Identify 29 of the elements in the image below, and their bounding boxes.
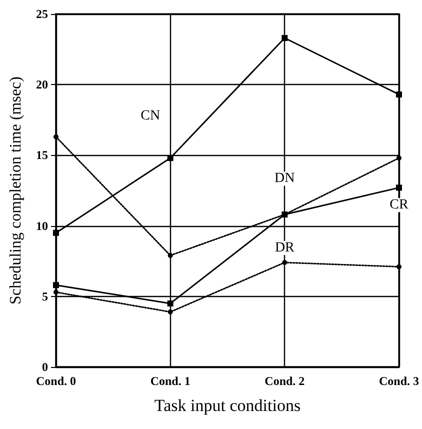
- series-label: DN: [274, 171, 295, 186]
- series-label: DR: [274, 240, 296, 256]
- point: [168, 252, 173, 258]
- point: [282, 35, 288, 42]
- x-tick-label: Cond. 3: [378, 374, 419, 388]
- point: [396, 184, 402, 191]
- point: [53, 282, 59, 288]
- point: [282, 260, 288, 266]
- x-tick-label: Cond. 2: [264, 374, 305, 388]
- y-tick-label: 10: [36, 218, 48, 233]
- text: CN: [140, 108, 160, 124]
- x-tick-label: Cond. 0: [36, 374, 76, 388]
- point: [167, 300, 174, 306]
- point: [53, 230, 59, 236]
- series-label: CR: [390, 198, 409, 213]
- x-tick-label: Cond. 1: [150, 374, 190, 388]
- point: [396, 264, 402, 270]
- point: [396, 91, 402, 98]
- x-axis-title: Task input conditions: [154, 396, 301, 415]
- y-tick-label: 0: [42, 360, 48, 374]
- y-tick-label: 20: [36, 78, 48, 92]
- y-tick-label: 15: [36, 148, 48, 162]
- point: [54, 134, 58, 140]
- y-tick-label: 5: [42, 289, 48, 304]
- point: [54, 290, 58, 295]
- y-tick-label: 25: [36, 7, 48, 21]
- point: [396, 156, 402, 161]
- y-axis-title: Scheduling completion time (msec): [8, 76, 24, 304]
- point: [168, 309, 173, 314]
